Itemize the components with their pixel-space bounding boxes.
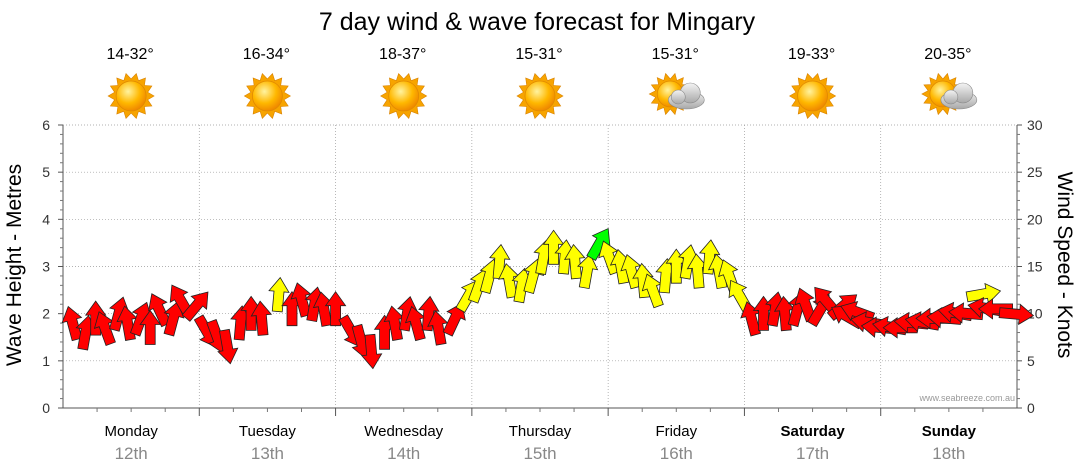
- day-labels: Monday 12th Tuesday 13th Wednesday 14th Thursd…: [96, 408, 984, 463]
- cloud-shape: [667, 82, 705, 110]
- wind-arrow: [577, 253, 599, 290]
- wind-arrow: [360, 333, 383, 370]
- cloud-puff: [943, 89, 959, 105]
- sun-disc: [797, 80, 828, 112]
- cloud-shape: [940, 82, 978, 110]
- left-tick-label: 6: [42, 117, 50, 133]
- partly-cloudy-icon: [648, 72, 705, 116]
- day-name-saturday: Saturday: [780, 423, 845, 440]
- weather-row: 14-32° 16-34° 18-37° 15-31° 15-31° 19-33° 20-3…: [106, 46, 978, 119]
- temp-range: 18-37°: [379, 46, 426, 63]
- sunny-icon: [107, 73, 155, 119]
- sunny-icon: [243, 73, 291, 119]
- sun-disc: [115, 80, 147, 112]
- temp-range: 15-31°: [515, 46, 562, 63]
- wind-arrow: [564, 243, 586, 280]
- day-name-wednesday: Wednesday: [364, 423, 443, 440]
- wind-arrow: [620, 253, 642, 290]
- right-tick-label: 25: [1027, 164, 1043, 180]
- day-name-thursday: Thursday: [509, 423, 572, 440]
- day-date: 12th: [115, 444, 148, 463]
- wind-arrow: [181, 291, 209, 322]
- left-tick-label: 5: [42, 164, 50, 180]
- temp-range: 16-34°: [243, 46, 290, 63]
- wind-arrow: [324, 291, 347, 327]
- day-date: 15th: [523, 444, 556, 463]
- right-tick-label: 0: [1027, 400, 1035, 416]
- temp-range: 19-33°: [788, 46, 835, 63]
- wind-arrow: [139, 309, 161, 345]
- right-axis-label: Wind Speed - Knots: [1053, 172, 1076, 359]
- sun-disc: [252, 80, 283, 112]
- day-date: 18th: [932, 444, 965, 463]
- credit-text: www.seabreeze.com.au: [918, 393, 1015, 403]
- left-axis-label: Wave Height - Metres: [3, 164, 26, 366]
- wind-arrow: [998, 303, 1035, 326]
- wind-arrow: [290, 282, 312, 318]
- temp-range: 14-32°: [106, 46, 153, 63]
- wind-arrow: [163, 301, 185, 337]
- left-tick-label: 2: [42, 306, 50, 322]
- day-name-monday: Monday: [104, 423, 158, 440]
- wind-arrow: [268, 276, 290, 313]
- wind-arrow: [427, 310, 449, 346]
- day-name-sunday: Sunday: [922, 423, 977, 440]
- sun-disc: [524, 80, 556, 112]
- wind-arrows: [61, 227, 1035, 370]
- temp-range: 15-31°: [652, 46, 699, 63]
- sunny-icon: [516, 73, 564, 119]
- left-tick-label: 1: [42, 353, 50, 369]
- right-tick-label: 5: [1027, 353, 1035, 369]
- left-tick-label: 3: [42, 259, 50, 275]
- wind-arrow: [418, 295, 440, 332]
- right-tick-label: 15: [1027, 259, 1043, 275]
- wind-arrow: [442, 302, 466, 337]
- left-tick-label: 4: [42, 211, 50, 227]
- sunny-icon: [789, 73, 837, 119]
- right-tick-label: 10: [1027, 306, 1043, 322]
- right-tick-label: 30: [1027, 117, 1043, 133]
- left-tick-label: 0: [42, 400, 50, 416]
- left-y-axis: 0 1 2 3 4 5 6: [42, 117, 63, 416]
- cloud-puff: [670, 89, 686, 105]
- sunny-icon: [380, 73, 428, 119]
- right-tick-label: 20: [1027, 211, 1043, 227]
- wind-arrow: [489, 243, 511, 280]
- day-date: 14th: [387, 444, 420, 463]
- wind-arrow: [61, 305, 83, 342]
- day-name-tuesday: Tuesday: [239, 423, 296, 440]
- day-name-friday: Friday: [655, 423, 697, 440]
- chart-title: 7 day wind & wave forecast for Mingary: [319, 8, 756, 36]
- wind-arrow: [250, 300, 273, 336]
- wind-arrow: [698, 239, 721, 275]
- partly-cloudy-icon: [921, 72, 978, 116]
- day-date: 13th: [251, 444, 284, 463]
- right-y-axis: 0 5 10 15 20 25 30: [1017, 117, 1043, 416]
- day-date: 16th: [660, 444, 693, 463]
- temp-range: 20-35°: [924, 46, 971, 63]
- sun-disc: [388, 80, 420, 112]
- wind-arrow: [948, 302, 984, 324]
- wind-arrow: [217, 328, 239, 365]
- day-date: 17th: [796, 444, 829, 463]
